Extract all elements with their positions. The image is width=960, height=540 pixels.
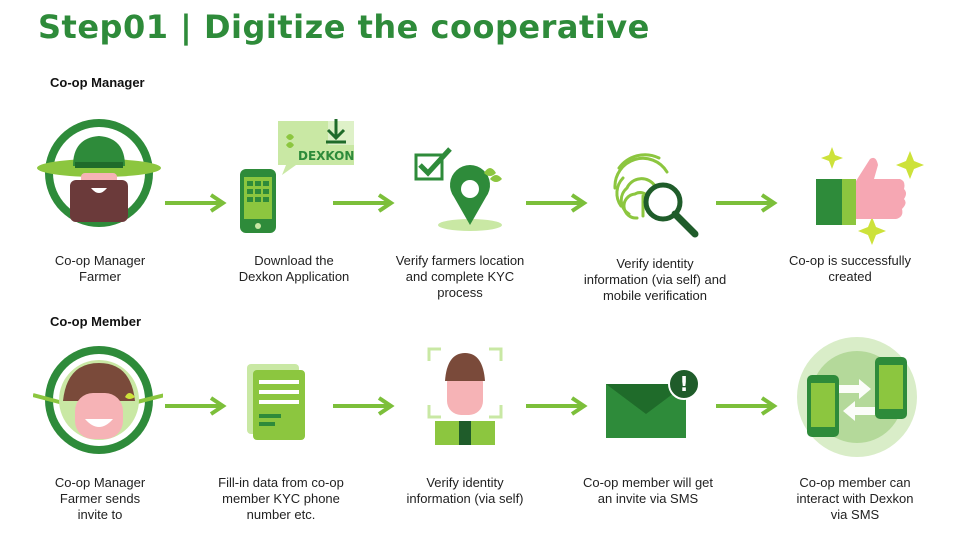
step-caption: Fill-in data from co-op member KYC phone…	[218, 475, 344, 522]
document-form-icon	[247, 364, 305, 440]
face-scan-icon	[427, 347, 503, 445]
flow-arrow	[333, 193, 395, 213]
farmer-hat-icon	[37, 119, 161, 227]
location-check-icon	[414, 147, 502, 231]
flow-arrow	[526, 193, 588, 213]
fingerprint-search-icon	[613, 153, 699, 238]
thumbs-up-icon	[816, 147, 924, 245]
page-title: Step01 | Digitize the cooperative	[38, 8, 650, 46]
phone-download-icon: DEXKON	[240, 119, 354, 233]
phones-exchange-icon	[797, 337, 917, 457]
section-heading-member: Co-op Member	[50, 314, 141, 329]
dexkon-badge-text: DEXKON	[298, 149, 354, 163]
step-caption: Co-op is successfully created	[788, 253, 912, 284]
flow-arrow	[165, 396, 227, 416]
section-heading-manager: Co-op Manager	[50, 75, 145, 90]
step-caption: Verify farmers location and complete KYC…	[395, 253, 525, 300]
farmer-face-icon	[33, 346, 163, 454]
flow-arrow	[526, 396, 588, 416]
flow-arrow	[333, 396, 395, 416]
flow-arrow	[165, 193, 227, 213]
flow-arrow	[716, 193, 778, 213]
step-caption: Verify identity information (via self) a…	[583, 256, 727, 303]
flow-arrow	[716, 396, 778, 416]
step-caption: Co-op member can interact with Dexkon vi…	[796, 475, 914, 522]
alert-badge-text: !	[679, 372, 688, 396]
step-caption: Download the Dexkon Application	[238, 253, 350, 284]
step-caption: Co-op Manager Farmer	[54, 253, 146, 284]
envelope-alert-icon: !	[606, 368, 700, 438]
step-caption: Co-op member will get an invite via SMS	[582, 475, 714, 506]
step-caption: Verify identity information (via self)	[406, 475, 524, 506]
step-caption: Co-op Manager Farmer sends invite to	[54, 475, 146, 522]
